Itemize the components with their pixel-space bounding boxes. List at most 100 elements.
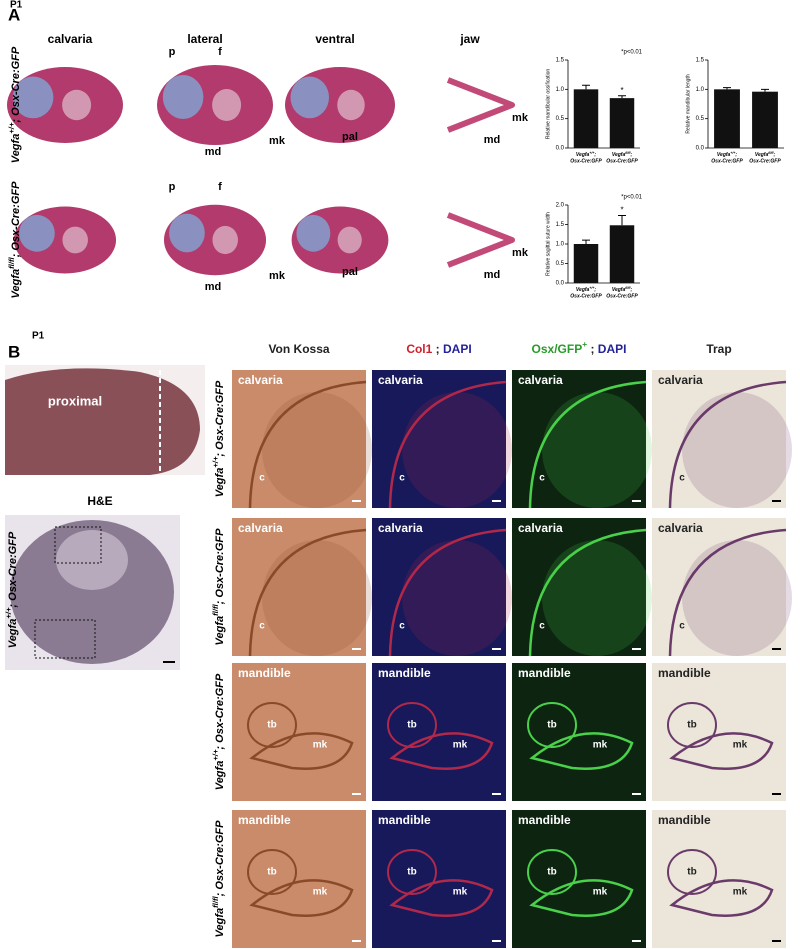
y-tick-label: 1.5 bbox=[696, 58, 705, 64]
structure-label: tb bbox=[687, 720, 696, 731]
tissue-label: mandible bbox=[658, 666, 711, 680]
annotation: mk bbox=[512, 112, 529, 124]
panel-label: A bbox=[8, 5, 20, 24]
tissue-label: calvaria bbox=[658, 373, 703, 387]
tissue-label: calvaria bbox=[238, 521, 283, 535]
tissue-outline bbox=[668, 528, 787, 657]
text-part: fl/fl bbox=[625, 151, 631, 155]
section-image bbox=[512, 370, 646, 508]
y-tick-label: 0.5 bbox=[696, 116, 705, 122]
structure-label: mk bbox=[313, 887, 328, 898]
text-part: DAPI bbox=[598, 342, 627, 356]
text-part: fl/fl bbox=[768, 151, 774, 155]
column-header: Trap bbox=[706, 342, 731, 356]
tissue-label: mandible bbox=[378, 666, 431, 680]
row-label: Vegfafl/fl; Osx-Cre:GFP bbox=[211, 528, 226, 646]
x-tick-label: Vegfa+/+; bbox=[717, 151, 738, 158]
error-bar bbox=[723, 87, 731, 90]
structure-label: c bbox=[259, 473, 265, 484]
specimen bbox=[169, 213, 205, 253]
stage-label: P1 bbox=[32, 331, 45, 342]
tissue-label: calvaria bbox=[518, 373, 563, 387]
section-image bbox=[372, 810, 506, 948]
text-part: Vegfa bbox=[755, 152, 769, 158]
annotation: md bbox=[484, 134, 501, 146]
text-part: +/+ bbox=[589, 286, 594, 290]
x-tick-label: Vegfafl/fl; bbox=[612, 286, 633, 293]
bar bbox=[752, 91, 778, 148]
y-tick-label: 0.5 bbox=[556, 116, 565, 122]
y-tick-label: 1.0 bbox=[556, 87, 565, 93]
y-tick-label: 0.0 bbox=[556, 281, 565, 287]
specimen bbox=[296, 214, 331, 252]
specimen bbox=[212, 89, 242, 121]
chart-note: *p<0.01 bbox=[621, 50, 643, 56]
structure-label: c bbox=[399, 621, 405, 632]
text-part: ; bbox=[774, 152, 776, 158]
tissue-label: mandible bbox=[518, 813, 571, 827]
inset-box bbox=[34, 619, 96, 659]
row-label: Vegfafl/fl; Osx-Cre:GFP bbox=[211, 820, 226, 938]
structure-label: tb bbox=[547, 720, 556, 731]
text-part: +/+ bbox=[4, 607, 13, 619]
text-part: Vegfa bbox=[214, 761, 226, 791]
tissue-label: calvaria bbox=[378, 521, 423, 535]
structure-label: mk bbox=[733, 740, 748, 751]
annotation: mk bbox=[269, 270, 286, 282]
panel-label: B bbox=[8, 342, 20, 361]
tissue-label: calvaria bbox=[518, 521, 563, 535]
text-part: + bbox=[582, 339, 587, 349]
tissue-outline bbox=[248, 528, 367, 657]
x-tick-label: Vegfa+/+; bbox=[576, 286, 597, 293]
annotation: pal bbox=[342, 131, 358, 143]
he-label: H&E bbox=[87, 494, 112, 508]
section-image bbox=[652, 370, 786, 508]
tissue bbox=[527, 849, 577, 895]
y-tick-label: 1.0 bbox=[556, 242, 565, 248]
error-bar bbox=[582, 84, 590, 90]
y-axis-label: Relative sagittal suture width bbox=[545, 212, 551, 276]
text-part: fl/fl bbox=[211, 603, 220, 615]
specimen bbox=[337, 226, 362, 254]
text-part: fl/fl bbox=[7, 256, 16, 268]
text-part: +/+ bbox=[7, 122, 16, 134]
chart-note: *p<0.01 bbox=[621, 195, 643, 201]
tissue-outline bbox=[529, 879, 634, 917]
section-image bbox=[372, 518, 506, 656]
genotype-label: Vegfa+/+; Osx-Cre:GFP bbox=[4, 531, 19, 648]
annotation: f bbox=[218, 46, 222, 58]
text-part: Vegfa bbox=[612, 287, 626, 293]
section-image bbox=[232, 810, 366, 948]
text-part: ; bbox=[631, 152, 633, 158]
annotation: p bbox=[169, 46, 176, 58]
text-part: Vegfa bbox=[214, 908, 226, 938]
structure-label: c bbox=[539, 473, 545, 484]
text-part: Von Kossa bbox=[268, 342, 329, 356]
text-part: Vegfa bbox=[10, 269, 22, 299]
structure-label: mk bbox=[733, 887, 748, 898]
error-bar bbox=[618, 95, 626, 99]
text-part: ; bbox=[587, 342, 598, 356]
specimen bbox=[12, 76, 54, 119]
specimen bbox=[212, 225, 238, 255]
he-image bbox=[56, 530, 128, 590]
structure-label: c bbox=[679, 621, 685, 632]
annotation: md bbox=[205, 281, 222, 293]
x-tick-label: Vegfafl/fl; bbox=[612, 151, 633, 158]
text-part: Vegfa bbox=[214, 468, 226, 498]
section-image bbox=[372, 370, 506, 508]
text-part: Vegfa bbox=[717, 152, 731, 158]
structure-label: tb bbox=[407, 720, 416, 731]
text-part: +/+ bbox=[211, 456, 220, 468]
column-header: ventral bbox=[315, 32, 354, 46]
structure-label: c bbox=[679, 473, 685, 484]
x-tick-label: Osx-Cre:GFP bbox=[606, 158, 638, 164]
bar bbox=[573, 244, 599, 283]
section-image bbox=[232, 518, 366, 656]
section-image bbox=[512, 810, 646, 948]
text-part: ; Osx-Cre:GFP bbox=[214, 820, 226, 896]
row-label: Vegfa+/+; Osx-Cre:GFP bbox=[7, 46, 22, 163]
tissue-label: calvaria bbox=[238, 373, 283, 387]
y-tick-label: 0.0 bbox=[696, 146, 705, 152]
bar bbox=[573, 89, 599, 148]
